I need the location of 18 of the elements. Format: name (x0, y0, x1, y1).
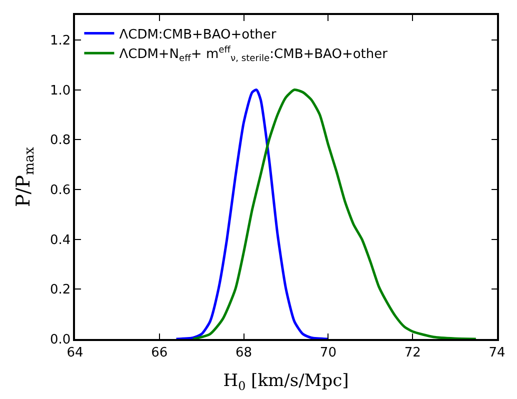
x-axis-title: H$_{0}$ [km/s/Mpc] (223, 371, 349, 393)
x-tick-label: 64 (66, 345, 84, 360)
y-tick-label: 1.2 (50, 33, 71, 48)
y-tick-label: 0.0 (50, 332, 71, 348)
y-tick-label: 0.8 (50, 133, 71, 148)
x-tick-label: 74 (488, 345, 506, 360)
line-series (175, 88, 330, 339)
y-tick-label: 0.4 (50, 232, 71, 248)
line-series (192, 88, 478, 339)
x-tick-label: 72 (404, 345, 421, 360)
x-tick-label: 66 (151, 345, 168, 360)
y-tick-label: 1.0 (50, 83, 71, 98)
x-tick-label: 68 (236, 345, 252, 360)
legend-label: ΛCDM:CMB+BAO+other (119, 27, 277, 42)
legend-label: ΛCDM+N$_{eff}$+ m$^{eff}$$_{ν, sterile}$:CMB+BAO+other (119, 46, 388, 64)
y-tick-label: 0.6 (50, 183, 71, 198)
x-tick-label: 70 (320, 345, 336, 360)
y-tick-label: 0.2 (50, 282, 71, 298)
